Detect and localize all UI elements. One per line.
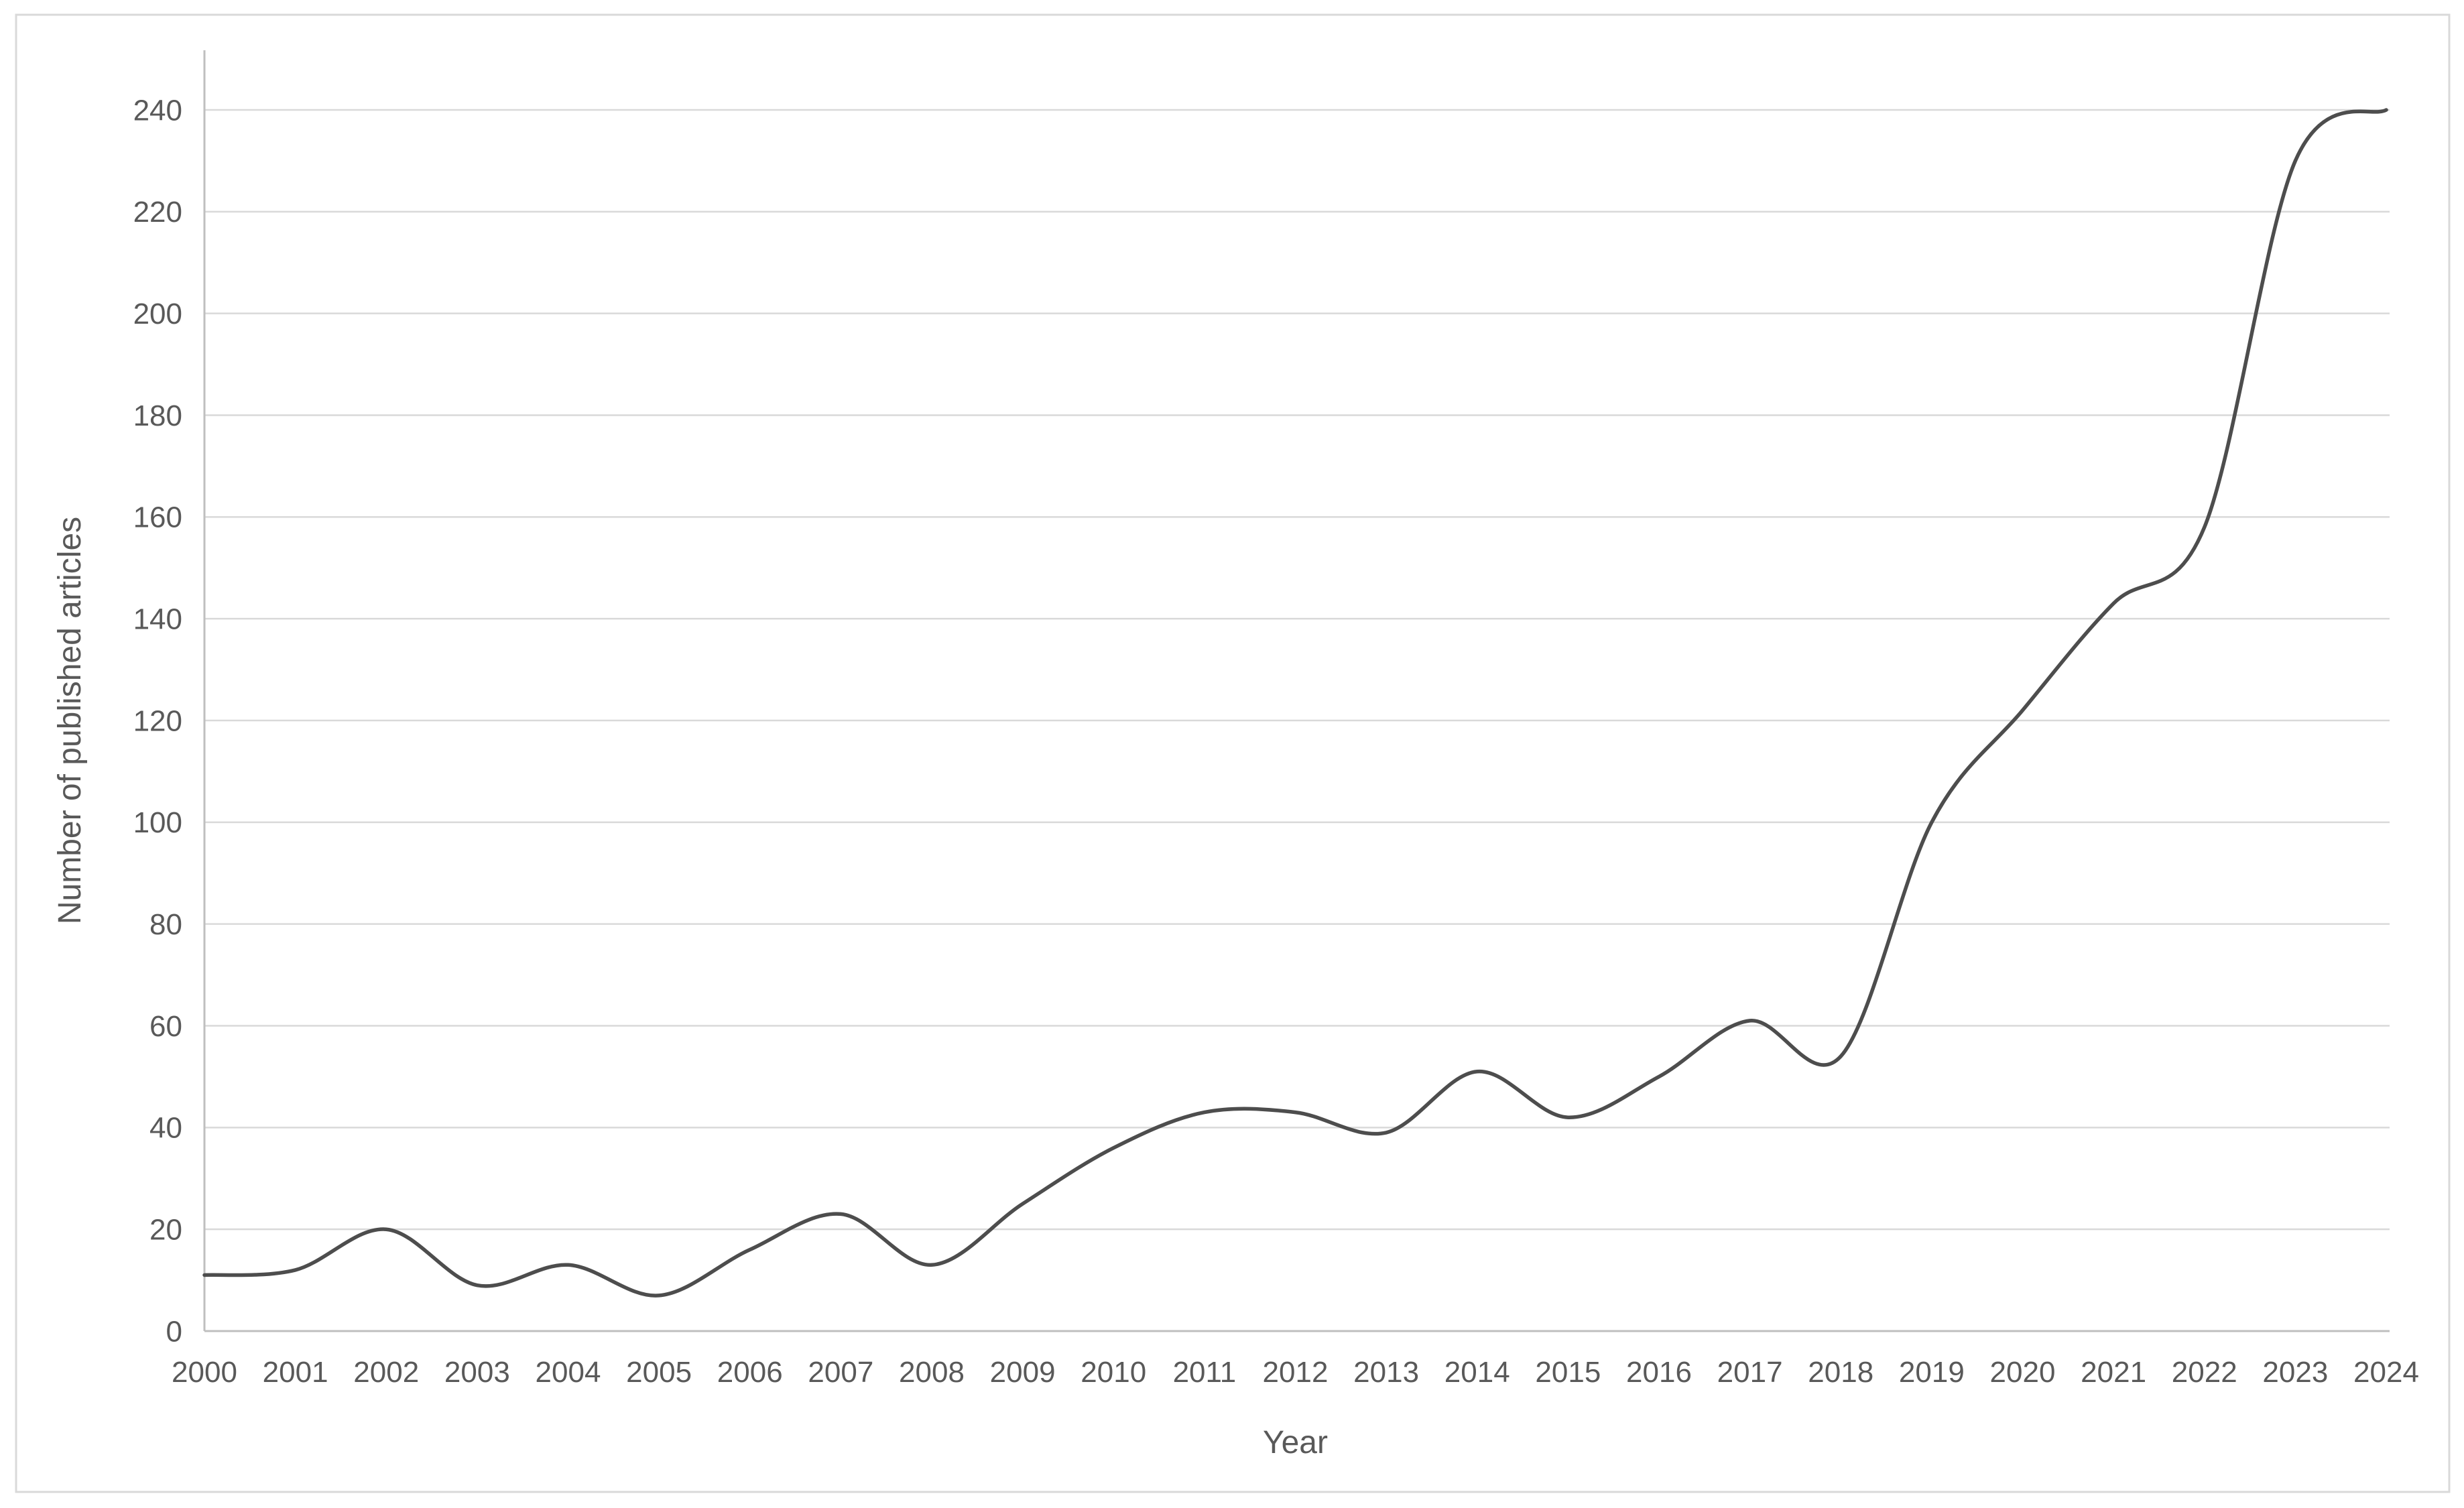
x-tick-label: 2007 bbox=[808, 1356, 873, 1389]
x-tick-label: 2019 bbox=[1899, 1356, 1965, 1389]
x-tick-label: 2005 bbox=[626, 1356, 692, 1389]
y-tick-label: 220 bbox=[133, 196, 182, 229]
x-tick-label: 2016 bbox=[1626, 1356, 1692, 1389]
y-axis-title: Number of published articles bbox=[52, 517, 88, 924]
x-tick-label: 2003 bbox=[444, 1356, 510, 1389]
x-axis-title: Year bbox=[1263, 1425, 1328, 1460]
x-tick-label: 2018 bbox=[1808, 1356, 1873, 1389]
x-tick-label: 2000 bbox=[172, 1356, 237, 1389]
x-tick-label: 2020 bbox=[1990, 1356, 2056, 1389]
x-tick-label: 2008 bbox=[899, 1356, 965, 1389]
x-tick-label: 2024 bbox=[2353, 1356, 2419, 1389]
gridlines bbox=[204, 109, 2390, 1231]
x-tick-label: 2006 bbox=[717, 1356, 783, 1389]
x-tick-label: 2022 bbox=[2172, 1356, 2237, 1389]
x-tick-label: 2015 bbox=[1535, 1356, 1601, 1389]
x-tick-label: 2004 bbox=[536, 1356, 601, 1389]
y-tick-label: 80 bbox=[149, 908, 182, 941]
x-tick-label: 2001 bbox=[263, 1356, 328, 1389]
axis-lines bbox=[203, 50, 2390, 1332]
y-tick-label: 180 bbox=[133, 399, 182, 432]
y-tick-label: 100 bbox=[133, 806, 182, 839]
x-tick-label: 2023 bbox=[2262, 1356, 2328, 1389]
x-tick-label: 2011 bbox=[1173, 1356, 1237, 1389]
y-tick-label: 240 bbox=[133, 94, 182, 127]
x-tick-label: 2014 bbox=[1444, 1356, 1510, 1389]
y-tick-label: 40 bbox=[149, 1112, 182, 1145]
x-axis-tick-labels: 2000 2001 2002 2003 2004 2005 2006 2007 2008 2009… bbox=[172, 1356, 2419, 1389]
y-tick-label: 20 bbox=[149, 1214, 182, 1247]
x-tick-label: 2009 bbox=[990, 1356, 1056, 1389]
x-tick-label: 2021 bbox=[2081, 1356, 2146, 1389]
y-tick-label: 120 bbox=[133, 704, 182, 737]
y-tick-label: 140 bbox=[133, 603, 182, 636]
x-tick-label: 2013 bbox=[1353, 1356, 1419, 1389]
x-tick-label: 2017 bbox=[1717, 1356, 1783, 1389]
trend-line bbox=[202, 108, 2388, 1298]
x-tick-label: 2012 bbox=[1263, 1356, 1329, 1389]
y-tick-label: 200 bbox=[133, 298, 182, 330]
chart-border bbox=[15, 13, 2451, 1493]
x-tick-label: 2010 bbox=[1081, 1356, 1146, 1389]
y-axis-tick-labels: 0 20 40 60 80 100 120 140 160 180 200 220 240 bbox=[133, 94, 182, 1348]
y-tick-label: 0 bbox=[166, 1315, 182, 1348]
x-tick-label: 2002 bbox=[353, 1356, 419, 1389]
y-tick-label: 160 bbox=[133, 501, 182, 534]
y-tick-label: 60 bbox=[149, 1010, 182, 1043]
